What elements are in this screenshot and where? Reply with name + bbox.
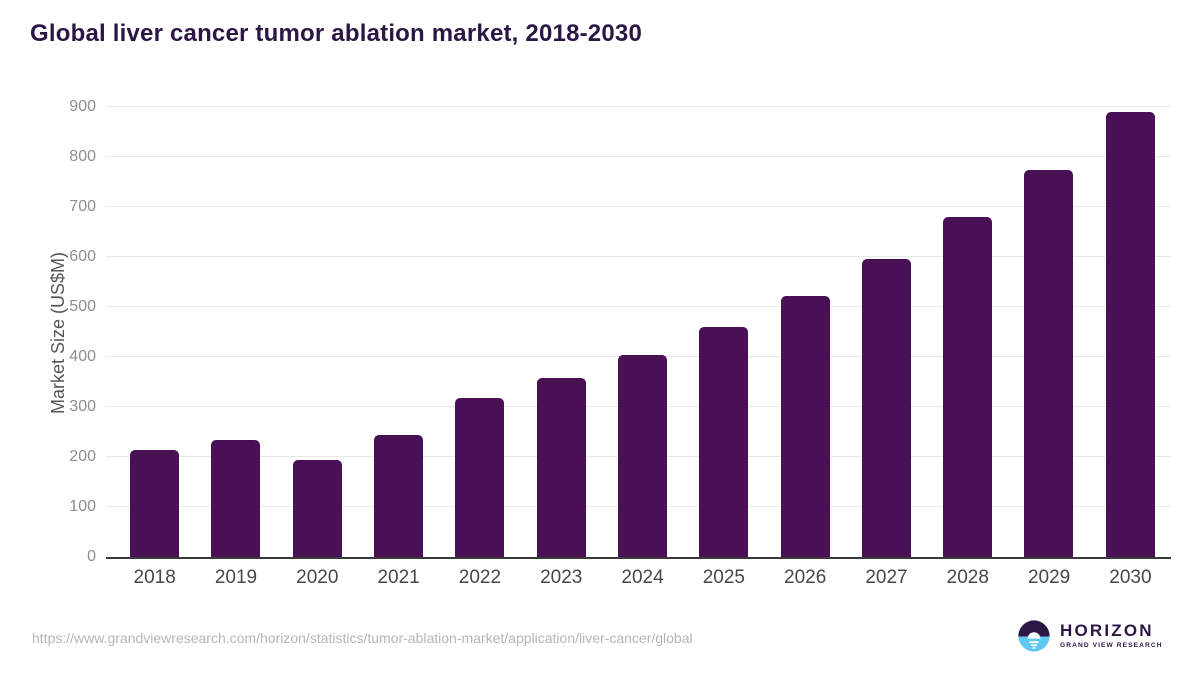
x-tick-label-2030: 2030 [1109,567,1152,588]
y-tick-label-100: 100 [69,498,96,515]
x-tick-label-2021: 2021 [377,567,420,588]
bar-series [106,107,1171,557]
source-url: https://www.grandviewresearch.com/horizo… [32,630,693,646]
plot-area [106,106,1171,559]
horizon-logo-text: HORIZON GRAND VIEW RESEARCH [1060,622,1163,650]
x-tick-label-2023: 2023 [540,567,583,588]
bar-2027 [861,259,911,557]
y-tick-label-600: 600 [69,248,96,265]
gridline-500 [106,306,1171,307]
bar-2024 [617,354,667,557]
horizon-logo: HORIZON GRAND VIEW RESEARCH [1018,620,1163,652]
gridline-900 [106,106,1171,107]
x-tick-label-2019: 2019 [214,567,258,588]
bar-2030 [1105,112,1155,557]
y-axis-tick-labels: 0 100 200 300 400 500 600 700 800 900 [0,98,96,565]
bar-2018 [130,449,180,557]
bar-2020 [292,460,342,557]
x-axis-tick-labels: 2018 2019 2020 2021 2022 2023 2024 2025 2026 2027… [106,567,1171,589]
x-tick-label-2024: 2024 [621,567,664,588]
bar-2026 [780,295,830,557]
y-tick-label-400: 400 [69,348,96,365]
x-tick-label-2020: 2020 [296,567,339,588]
bar-2021 [374,435,424,557]
gridline-600 [106,256,1171,257]
logo-subbrand: GRAND VIEW RESEARCH [1060,642,1163,649]
y-tick-label-300: 300 [69,398,96,415]
x-tick-label-2022: 2022 [458,567,502,588]
y-tick-label-200: 200 [69,448,96,465]
y-tick-label-0: 0 [87,548,96,565]
logo-brand: HORIZON [1060,621,1154,640]
y-tick-label-900: 900 [69,98,96,115]
bar-2023 [536,378,586,557]
y-tick-label-700: 700 [69,198,96,215]
bar-2028 [943,217,993,557]
x-tick-label-2026: 2026 [784,567,827,588]
chart-title: Global liver cancer tumor ablation marke… [30,20,642,47]
gridline-700 [106,206,1171,207]
y-tick-label-800: 800 [69,148,96,165]
bar-2029 [1024,169,1074,557]
bar-2025 [699,326,749,557]
x-tick-label-2028: 2028 [946,567,989,588]
x-tick-label-2025: 2025 [702,567,745,588]
horizon-sun-icon [1018,620,1050,652]
x-tick-label-2029: 2029 [1027,567,1071,588]
bar-2022 [455,398,505,557]
y-tick-label-500: 500 [69,298,96,315]
x-tick-label-2018: 2018 [133,567,176,588]
gridline-800 [106,156,1171,157]
bar-2019 [211,439,261,557]
x-tick-label-2027: 2027 [865,567,908,588]
